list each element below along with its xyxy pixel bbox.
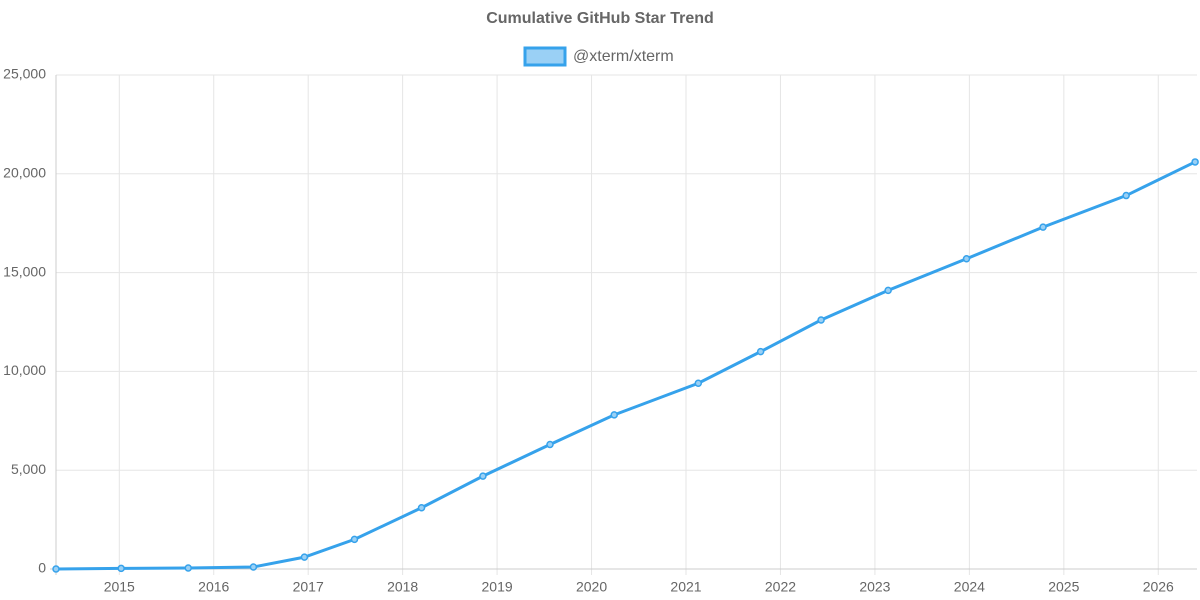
point: [962, 255, 971, 263]
y-tick-label: 5,000: [11, 461, 46, 477]
point: [117, 564, 125, 573]
line: [55, 160, 1196, 571]
x-tick-label: 2024: [954, 579, 985, 595]
x-tick-label: 2019: [482, 579, 513, 595]
point: [1039, 223, 1047, 231]
x-tick-label: 2021: [670, 579, 701, 595]
chart-title: Cumulative GitHub Star Trend: [486, 10, 714, 27]
point: [350, 535, 359, 544]
x-tick-label: 2025: [1048, 579, 1079, 595]
point: [249, 563, 258, 571]
point: [184, 564, 192, 572]
x-tick-label: 2022: [765, 579, 796, 595]
point: [817, 316, 825, 324]
y-tick-label: 10,000: [3, 362, 46, 378]
point: [884, 286, 892, 295]
point: [610, 411, 618, 419]
legend-swatch: [523, 46, 567, 67]
point: [1122, 191, 1130, 200]
point: [52, 565, 60, 573]
point: [417, 503, 426, 512]
x-tick-label: 2020: [576, 579, 607, 595]
point: [479, 472, 487, 480]
x-tick-label: 2023: [859, 579, 890, 595]
point: [756, 347, 765, 356]
point: [694, 379, 703, 388]
legend-text: @xterm/xterm: [573, 48, 674, 65]
point: [300, 553, 309, 561]
point: [1191, 158, 1199, 166]
x-tick-label: 2015: [104, 579, 135, 595]
y-tick-label: 20,000: [3, 165, 46, 181]
y-tick-label: 0: [38, 560, 46, 576]
x-tick-label: 2016: [198, 579, 229, 595]
x-tick-label: 2018: [387, 579, 418, 595]
x-tick-label: 2017: [293, 579, 324, 595]
y-tick-label: 25,000: [3, 66, 46, 82]
x-tick-label: 2026: [1143, 579, 1174, 595]
point: [546, 440, 554, 449]
y-tick-label: 15,000: [3, 263, 46, 279]
